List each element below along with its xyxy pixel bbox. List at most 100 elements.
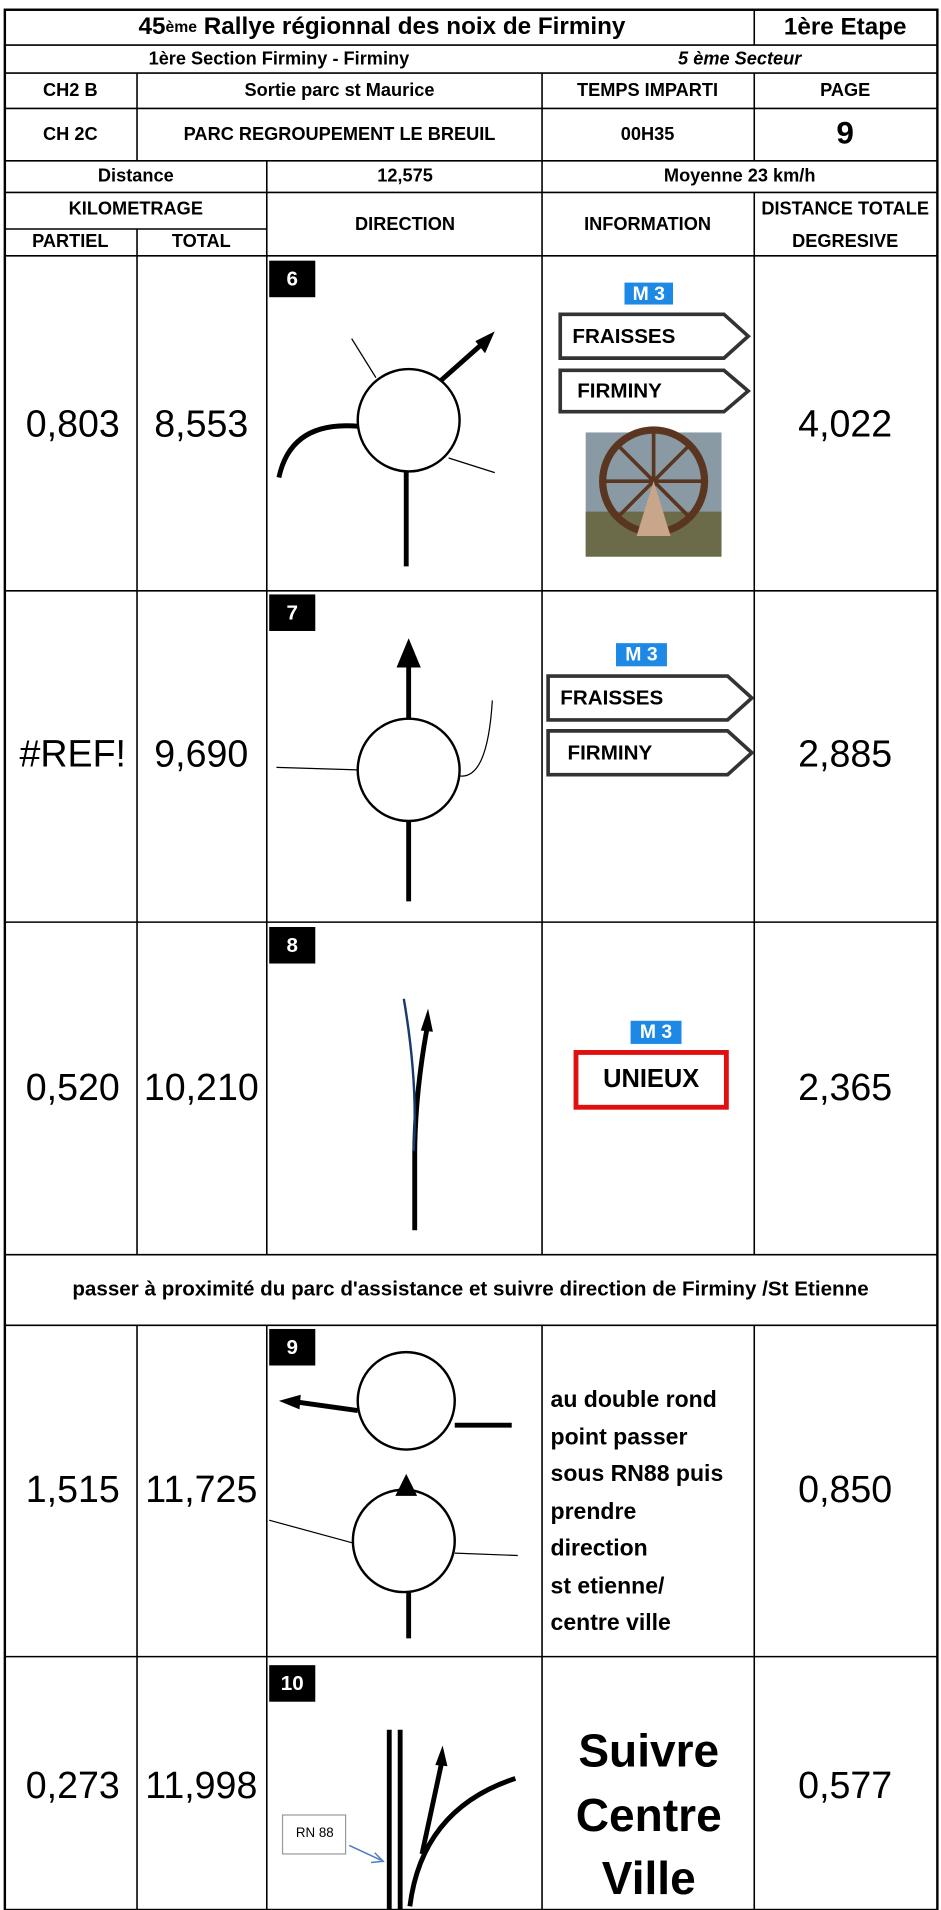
info: point passer <box>551 1424 688 1450</box>
decoration <box>269 594 316 631</box>
time-label: TEMPS IMPARTI <box>577 79 718 100</box>
info: prendre <box>551 1498 637 1524</box>
step-number: 9 <box>287 1336 298 1359</box>
decoration <box>616 643 667 667</box>
decoration <box>636 481 671 536</box>
info: au double rond <box>551 1386 717 1412</box>
row: 0,803 8,553 4,022 6 M 3 FRAISSES FIRMINY <box>26 260 892 567</box>
decoration <box>276 766 358 771</box>
decoration <box>356 1350 456 1451</box>
time-value: 00H35 <box>621 123 675 144</box>
row: 0,273 11,998 0,577 10 RN 88 Suivre Centr… <box>26 1665 892 1910</box>
partial: 1,515 <box>26 1468 120 1510</box>
column-header: DIRECTION <box>355 213 455 234</box>
decoration <box>370 1852 385 1864</box>
column-header: KILOMETRAGE <box>69 197 203 218</box>
decoration <box>4 44 938 1658</box>
info: Ville <box>602 1852 696 1904</box>
table-grid <box>3 8 939 1910</box>
remaining: 4,022 <box>798 402 892 444</box>
step-number: 6 <box>287 268 298 291</box>
decoration <box>136 9 756 1910</box>
remaining: 2,885 <box>798 732 892 774</box>
decoration <box>269 1665 316 1702</box>
step-number: 10 <box>281 1672 304 1695</box>
partial: #REF! <box>20 732 126 774</box>
decoration <box>281 1814 347 1855</box>
sector: 5 ème Secteur <box>678 47 802 68</box>
total: 9,690 <box>154 732 248 774</box>
partial: 0,803 <box>26 402 120 444</box>
decoration <box>276 423 360 479</box>
info: Centre <box>576 1789 722 1841</box>
decoration <box>269 260 316 298</box>
column-header: TOTAL <box>172 230 231 251</box>
ch-code: CH 2C <box>43 123 98 144</box>
decoration <box>351 338 495 474</box>
decoration <box>356 367 461 473</box>
remaining: 2,365 <box>798 1066 892 1108</box>
distance-label: Distance <box>98 164 174 185</box>
remaining: 0,577 <box>798 1764 892 1806</box>
title-part: 45 <box>139 13 166 40</box>
average: Moyenne 23 km/h <box>664 164 816 185</box>
decoration <box>396 638 421 668</box>
page-label: PAGE <box>820 79 870 100</box>
decoration <box>269 926 316 964</box>
info: Suivre <box>578 1724 719 1776</box>
title: 45ème Rallye régionnal des noix de Firmi… <box>139 13 626 40</box>
decoration <box>407 1776 517 1907</box>
page-value: 9 <box>836 115 854 151</box>
column-header: INFORMATION <box>584 213 711 234</box>
ch-label: PARC REGROUPEMENT LE BREUIL <box>184 123 496 144</box>
decoration <box>630 1020 682 1044</box>
decoration <box>558 312 751 360</box>
diagram-label: RN 88 <box>296 1825 334 1840</box>
row: 0,520 10,210 2,365 8 M 3 UNIEUX <box>26 926 892 1231</box>
decoration <box>412 1028 430 1231</box>
note: passer à proximité du parc d'assistance … <box>72 1277 868 1300</box>
decoration <box>3 8 939 1910</box>
decoration <box>269 1519 518 1557</box>
decoration <box>546 729 755 777</box>
partial: 0,520 <box>26 1066 120 1108</box>
column-header: DISTANCE TOTALE <box>761 197 929 218</box>
distance-value: 12,575 <box>377 164 433 185</box>
total: 11,725 <box>145 1468 257 1510</box>
info: st etienne/ <box>551 1572 665 1598</box>
partial: 0,273 <box>26 1764 120 1806</box>
sign: UNIEUX <box>603 1065 699 1093</box>
stage: 1ère Etape <box>784 13 907 40</box>
decoration <box>420 1008 433 1032</box>
ch-code: CH2 B <box>43 79 98 100</box>
sign: FRAISSES <box>572 325 675 348</box>
sign: FIRMINY <box>577 380 662 403</box>
decoration <box>624 282 674 305</box>
photo <box>585 426 722 557</box>
info: direction <box>551 1534 648 1560</box>
decoration <box>296 1399 512 1428</box>
step-number: 8 <box>287 934 298 957</box>
decoration <box>459 700 493 777</box>
decoration <box>402 998 416 1152</box>
route-number: M 3 <box>633 283 666 305</box>
decoration <box>439 341 485 382</box>
decoration <box>348 1844 382 1861</box>
decoration <box>558 368 752 414</box>
decoration <box>573 1050 729 1110</box>
title-part: ème <box>165 19 197 36</box>
step-number: 7 <box>287 601 298 624</box>
decoration <box>351 1488 456 1594</box>
row: 1,515 11,725 0,850 9 au double rond poin… <box>26 1328 892 1639</box>
ch-label: Sortie parc st Maurice <box>245 79 435 100</box>
decoration <box>475 331 495 354</box>
decoration <box>546 674 755 722</box>
total: 11,998 <box>145 1764 257 1806</box>
remaining: 0,850 <box>798 1468 892 1510</box>
sign: FIRMINY <box>568 741 653 764</box>
decoration <box>278 1394 301 1410</box>
decoration <box>269 1328 316 1366</box>
decoration <box>356 717 461 823</box>
section: 1ère Section Firminy - Firminy <box>149 47 410 68</box>
